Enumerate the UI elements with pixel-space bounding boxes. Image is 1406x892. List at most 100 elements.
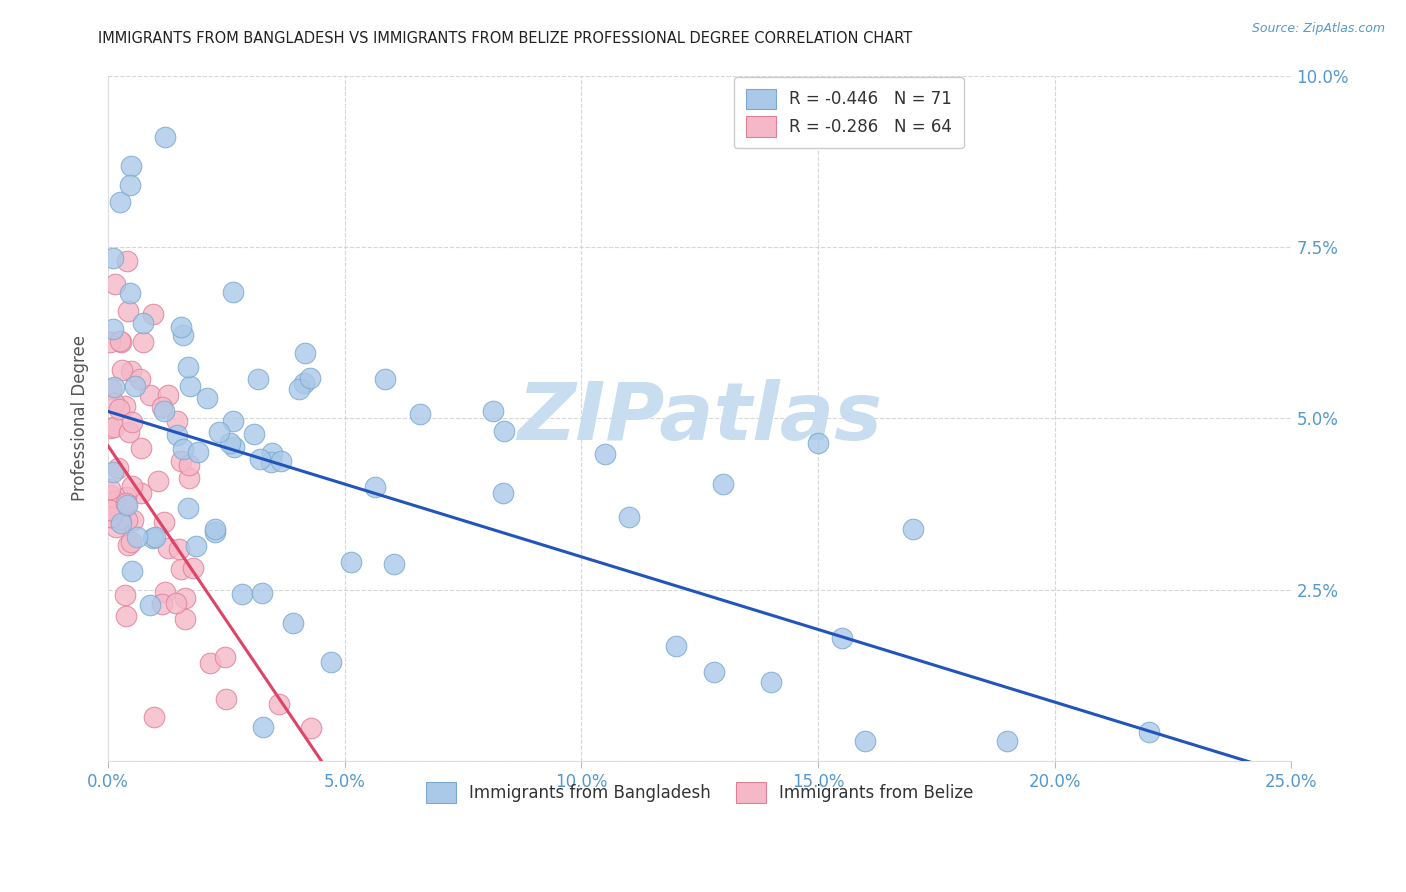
Point <box>294 346 316 360</box>
Point <box>108 195 131 210</box>
Point <box>165 596 187 610</box>
Point <box>269 698 291 712</box>
Point <box>617 509 640 524</box>
Point <box>132 334 155 349</box>
Point <box>100 509 122 524</box>
Point <box>901 522 924 536</box>
Point <box>118 425 141 439</box>
Text: ZIPatlas: ZIPatlas <box>517 379 882 458</box>
Point <box>222 285 245 300</box>
Point <box>117 513 139 527</box>
Point <box>98 488 121 502</box>
Point <box>115 496 138 510</box>
Point <box>100 382 122 396</box>
Point <box>831 632 853 646</box>
Point <box>118 178 141 192</box>
Point <box>120 364 142 378</box>
Point <box>167 542 190 557</box>
Point <box>110 516 132 530</box>
Point <box>170 320 193 334</box>
Point <box>299 721 322 735</box>
Point <box>121 564 143 578</box>
Point <box>593 447 616 461</box>
Point <box>103 395 125 409</box>
Point <box>703 665 725 679</box>
Point <box>117 498 139 512</box>
Point <box>156 388 179 402</box>
Point <box>204 522 226 536</box>
Point <box>222 414 245 428</box>
Point <box>214 650 236 665</box>
Point <box>108 512 131 526</box>
Point <box>665 639 688 653</box>
Point <box>114 399 136 413</box>
Point <box>294 376 316 390</box>
Point <box>374 372 396 386</box>
Point <box>132 316 155 330</box>
Point <box>139 388 162 402</box>
Point <box>298 370 321 384</box>
Point <box>243 427 266 442</box>
Point <box>759 674 782 689</box>
Point <box>195 391 218 405</box>
Text: IMMIGRANTS FROM BANGLADESH VS IMMIGRANTS FROM BELIZE PROFESSIONAL DEGREE CORRELA: IMMIGRANTS FROM BANGLADESH VS IMMIGRANTS… <box>98 31 912 46</box>
Point <box>172 327 194 342</box>
Point <box>142 308 165 322</box>
Point <box>108 401 131 416</box>
Point <box>224 440 246 454</box>
Point <box>153 403 176 417</box>
Point <box>270 453 292 467</box>
Point <box>146 475 169 489</box>
Point <box>482 404 505 418</box>
Text: Source: ZipAtlas.com: Source: ZipAtlas.com <box>1251 22 1385 36</box>
Point <box>246 372 269 386</box>
Point <box>150 400 173 414</box>
Point <box>105 520 128 534</box>
Point <box>98 503 121 517</box>
Point <box>807 436 830 450</box>
Point <box>127 530 149 544</box>
Point <box>153 515 176 529</box>
Point <box>103 380 125 394</box>
Point <box>176 360 198 375</box>
Point <box>855 733 877 747</box>
Point <box>128 371 150 385</box>
Point <box>198 657 221 671</box>
Point <box>384 557 406 571</box>
Point <box>98 334 121 349</box>
Point <box>250 586 273 600</box>
Point <box>108 334 131 349</box>
Point <box>713 477 735 491</box>
Point <box>121 479 143 493</box>
Point <box>173 611 195 625</box>
Point <box>120 535 142 549</box>
Point <box>231 587 253 601</box>
Point <box>249 451 271 466</box>
Point <box>131 486 153 500</box>
Point <box>139 598 162 612</box>
Point <box>170 562 193 576</box>
Point <box>101 251 124 265</box>
Point <box>208 425 231 439</box>
Point <box>110 508 132 523</box>
Point <box>170 454 193 468</box>
Point <box>156 541 179 555</box>
Point <box>110 335 132 350</box>
Point <box>120 159 142 173</box>
Point <box>101 321 124 335</box>
Point <box>121 513 143 527</box>
Point <box>143 530 166 544</box>
Point <box>492 424 515 438</box>
Point <box>408 407 430 421</box>
Point <box>153 130 176 145</box>
Point <box>104 494 127 508</box>
Point <box>117 304 139 318</box>
Point <box>166 414 188 428</box>
Point <box>186 539 208 553</box>
Point <box>142 531 165 545</box>
Point <box>179 458 201 472</box>
Point <box>177 501 200 516</box>
Legend: Immigrants from Bangladesh, Immigrants from Belize: Immigrants from Bangladesh, Immigrants f… <box>415 771 986 814</box>
Point <box>340 556 363 570</box>
Point <box>103 420 125 434</box>
